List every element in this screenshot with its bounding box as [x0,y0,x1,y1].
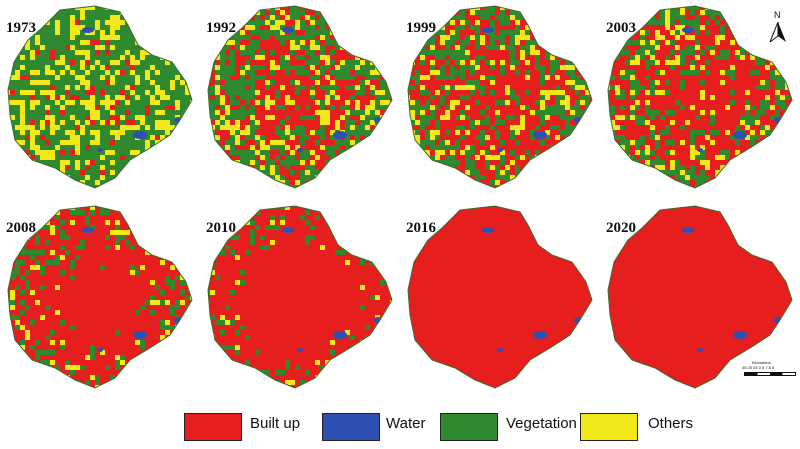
map-panel-1999: 1999 [400,0,600,200]
water-body [682,227,694,233]
water-body [333,331,347,339]
map-panel-1973: 1973 [0,0,200,200]
water-body [97,348,103,352]
legend: Built up Water Vegetation Others [0,409,800,443]
year-label: 1973 [6,20,36,36]
year-label: 2010 [206,220,236,236]
water-body [82,227,94,233]
water-body [282,27,294,33]
year-label: 2020 [606,220,636,236]
legend-label: Others [648,415,694,432]
legend-swatch [580,413,638,441]
year-label: 2008 [6,220,36,236]
north-label: N [774,10,781,20]
scale-bar-graphic [744,372,796,376]
legend-label: Water [386,415,426,432]
water-body [133,331,147,339]
region-outline [7,205,193,389]
map-panel-1992: 1992 [200,0,400,200]
water-body [733,131,747,139]
north-arrow-icon [769,22,786,42]
water-body [482,27,494,33]
legend-label: Built up [250,415,301,432]
water-body [133,131,147,139]
land-cover-map [207,205,393,389]
region-outline [407,205,593,389]
water-body [733,331,747,339]
year-label: 2016 [406,220,436,236]
water-body [297,348,303,352]
water-body [297,148,303,152]
water-body [482,227,494,233]
map-panel-2003: 2003 [600,0,800,200]
land-cover-map [7,5,193,189]
water-body [497,348,503,352]
map-panel-2020: 2020 [600,200,800,400]
map-panel-2008: 2008 [0,200,200,400]
region-outline [207,5,393,189]
land-cover-map [207,5,393,189]
water-body [282,227,294,233]
legend-swatch [440,413,498,441]
legend-swatch [184,413,242,441]
legend-swatch [322,413,380,441]
region-outline [7,5,193,189]
land-cover-map [407,5,593,189]
water-body [533,331,547,339]
map-grid: 1973 1992 1999 2003 2008 2010 2016 2020 [0,0,800,400]
water-body [697,348,703,352]
region-outline [607,5,793,189]
water-body [497,148,503,152]
scale-bar-title: Kilometers [752,360,771,365]
map-panel-2010: 2010 [200,200,400,400]
year-label: 1999 [406,20,436,36]
land-cover-map [7,205,193,389]
region-outline [607,205,793,389]
region-outline [207,205,393,389]
land-cover-map [607,205,793,389]
year-label: 1992 [206,20,236,36]
water-body [682,27,694,33]
water-body [97,148,103,152]
legend-label: Vegetation [506,415,577,432]
region-outline [407,5,593,189]
water-body [533,131,547,139]
scale-bar: Kilometers 05 25 25 0 5 7.5 5 [742,360,798,380]
land-cover-map [407,205,593,389]
land-cover-map [607,5,793,189]
water-body [82,27,94,33]
map-panel-2016: 2016 [400,200,600,400]
water-body [697,148,703,152]
year-label: 2003 [606,20,636,36]
north-arrow: N [766,10,790,44]
water-body [333,131,347,139]
scale-bar-ticks: 05 25 25 0 5 7.5 5 [742,365,775,370]
